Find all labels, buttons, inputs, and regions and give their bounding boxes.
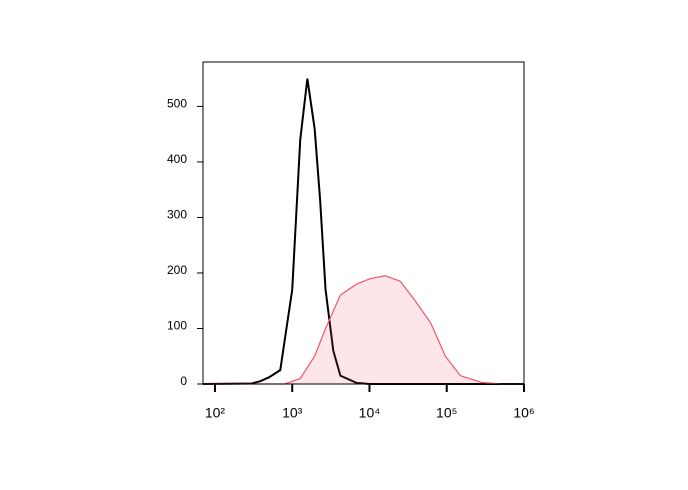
histogram-line <box>203 275 524 385</box>
histogram-line <box>202 78 524 385</box>
y-tick-label: 0 <box>180 374 187 388</box>
x-tick-label: 10⁵ <box>436 405 457 421</box>
y-tick-label: 300 <box>167 208 187 222</box>
x-tick-label: 10⁶ <box>513 405 534 421</box>
y-tick-label: 400 <box>167 152 187 166</box>
x-tick-label: 10³ <box>282 405 303 421</box>
y-tick-label: 500 <box>167 97 187 111</box>
y-tick-label: 200 <box>167 263 187 277</box>
x-tick-label: 10⁴ <box>359 405 381 421</box>
x-tick-label: 10² <box>205 405 226 421</box>
plot-frame <box>202 61 525 385</box>
y-tick-label: 100 <box>167 319 187 333</box>
histogram-area <box>203 275 524 384</box>
